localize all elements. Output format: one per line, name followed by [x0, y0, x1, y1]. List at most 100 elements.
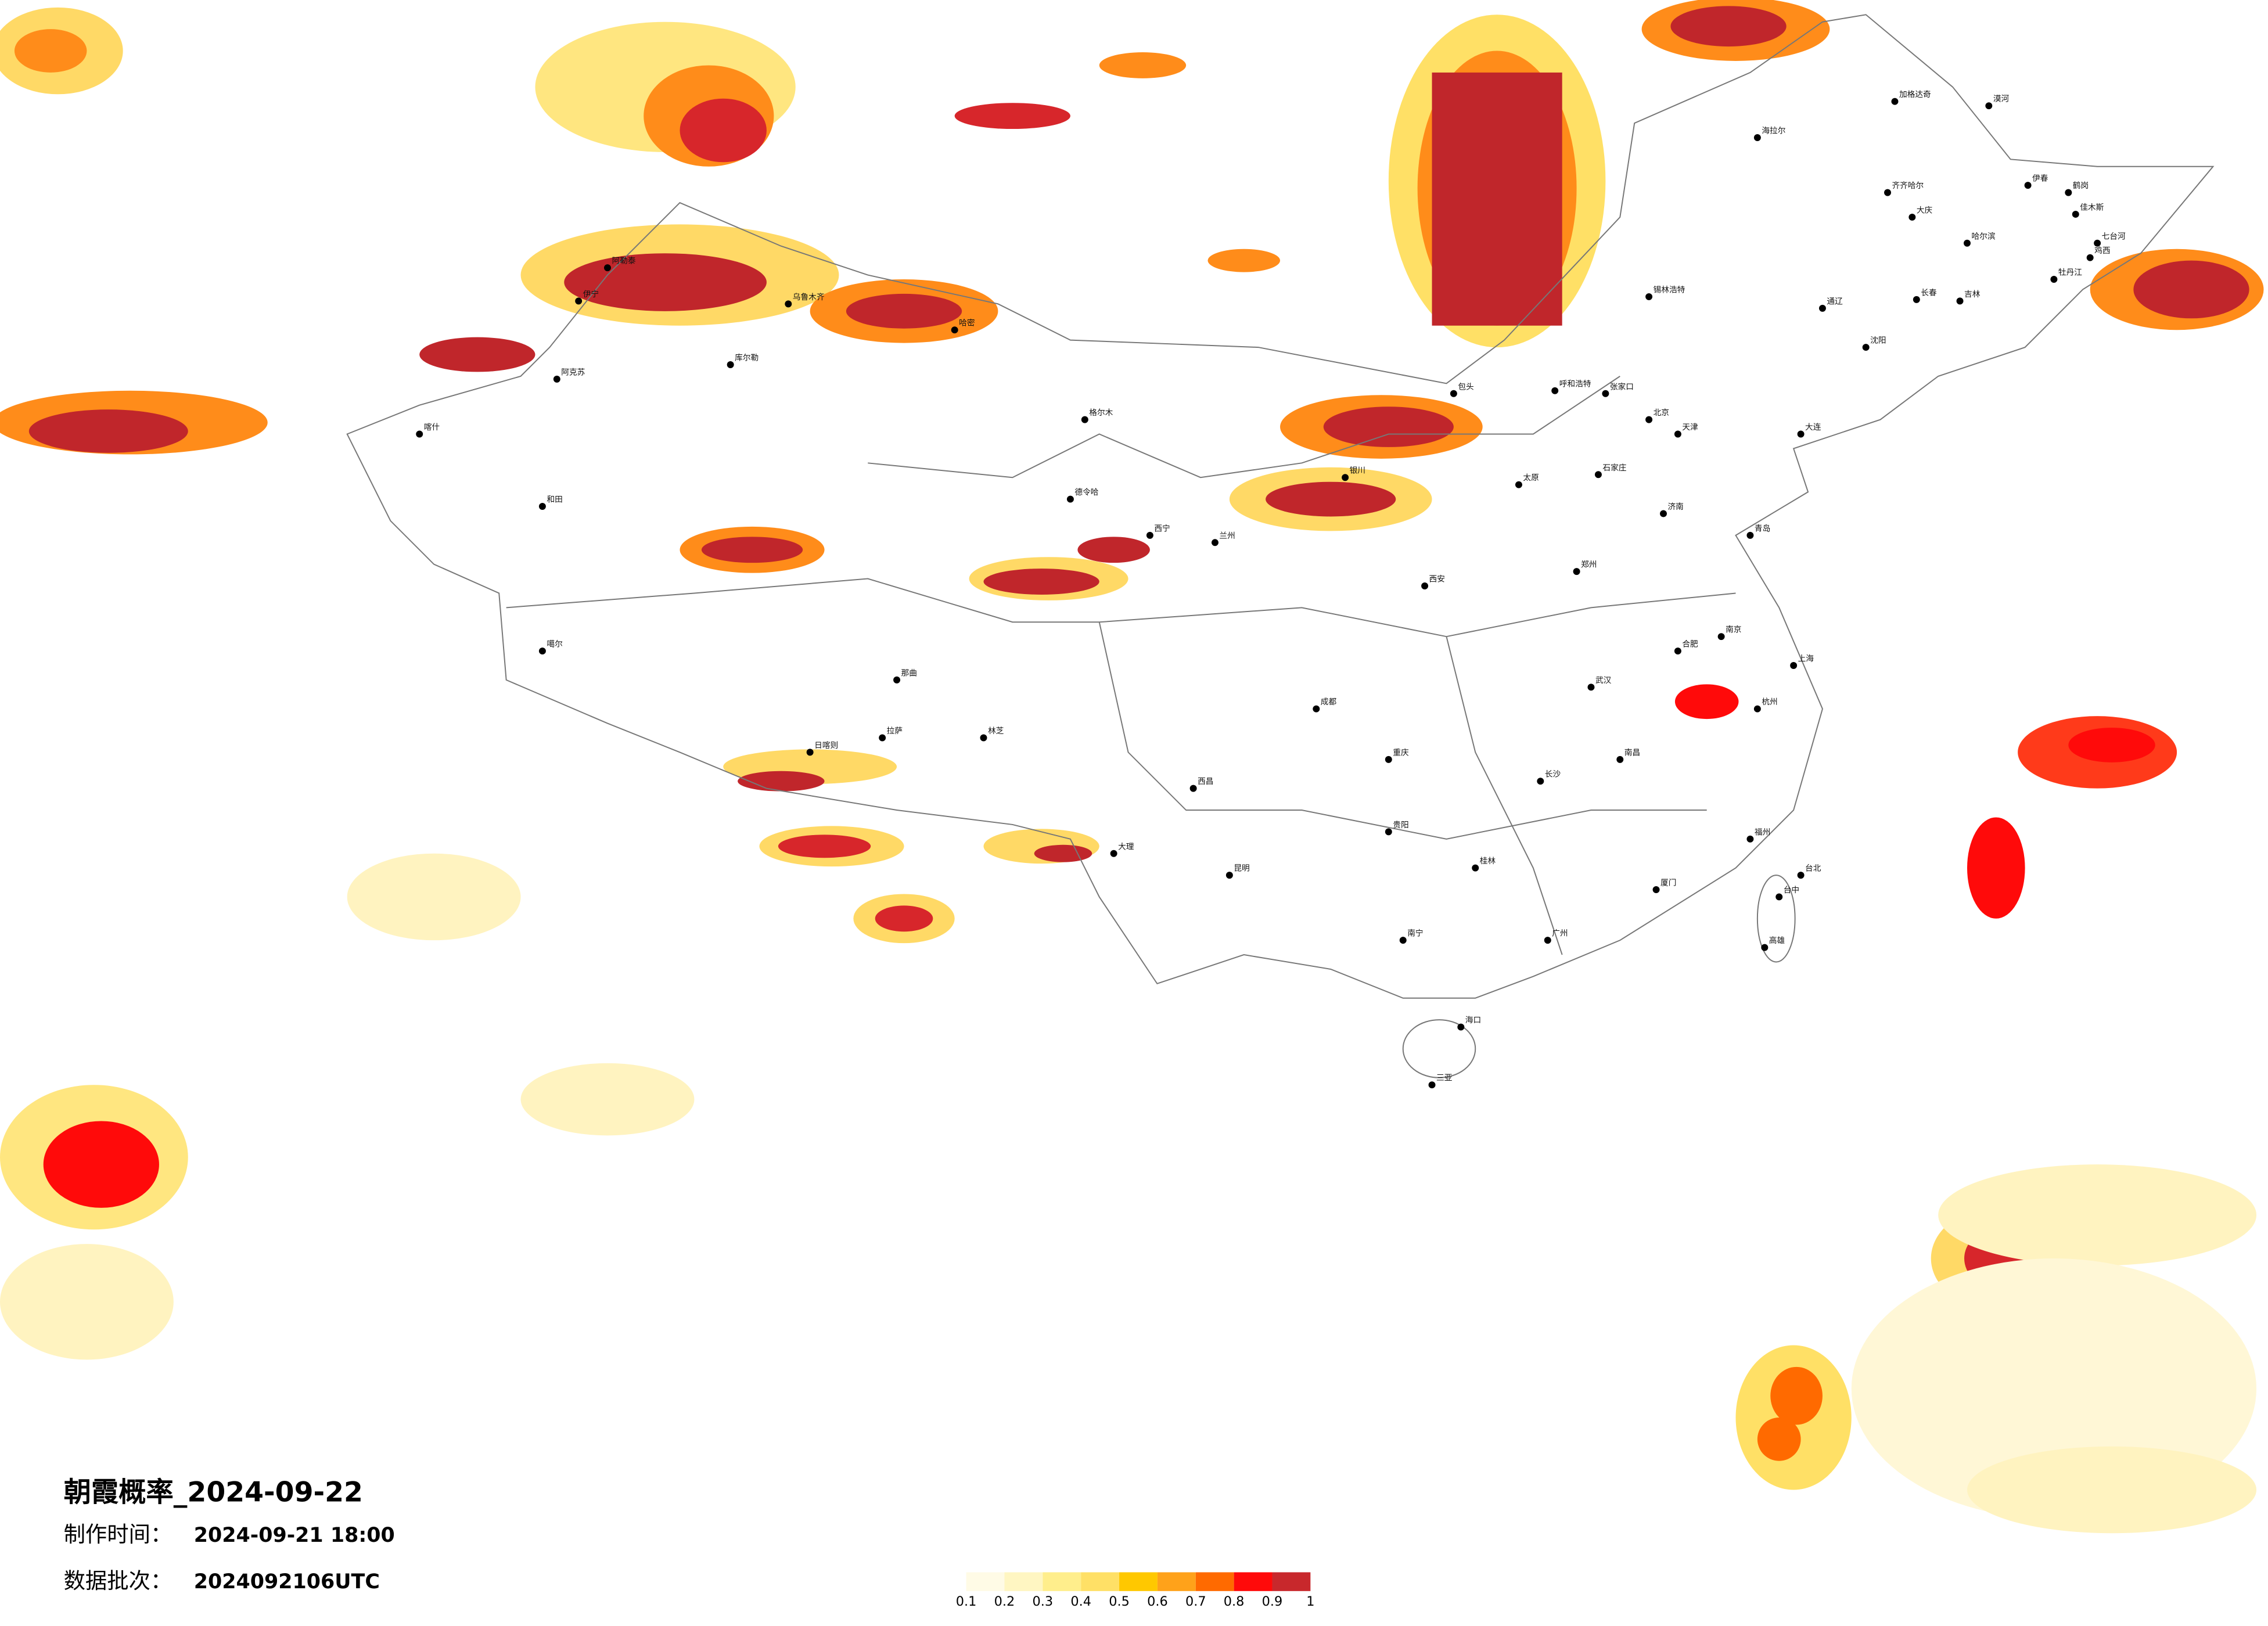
city-label: 重庆: [1393, 748, 1409, 757]
city-label: 阿克苏: [561, 368, 585, 377]
city-label: 广州: [1552, 929, 1568, 938]
colorbar-tick-label: 0.5: [1109, 1594, 1130, 1609]
city-label: 呼和浩特: [1559, 379, 1591, 388]
city-label: 银川: [1350, 466, 1365, 476]
city-dot: [1645, 416, 1653, 423]
city-dot: [2072, 210, 2079, 218]
city-label: 西宁: [1154, 523, 1170, 533]
city-dot: [1753, 134, 1761, 141]
city-label: 噶尔: [547, 640, 563, 649]
city-dot: [1313, 705, 1320, 713]
city-label: 太原: [1523, 473, 1539, 483]
city-dot: [1428, 1081, 1436, 1089]
city-dot: [1573, 568, 1580, 575]
city-dot: [1645, 293, 1653, 300]
city-dot: [1457, 1023, 1465, 1031]
colorbar: 0.1 0.2 0.3 0.4 0.5 0.6 0.7 0.8 0.9 1: [956, 1572, 1314, 1609]
city-label: 石家庄: [1602, 463, 1626, 473]
city-label: 通辽: [1827, 297, 1843, 306]
colorbar-box: [966, 1572, 1005, 1591]
city-label: 长春: [1921, 288, 1937, 297]
city-label: 兰州: [1219, 531, 1235, 541]
city-dot: [1066, 495, 1074, 503]
city-dot: [416, 430, 423, 438]
city-dot: [1602, 390, 1609, 397]
city-dot: [2024, 182, 2032, 189]
city-dot: [1537, 778, 1544, 785]
made-label: 制作时间：: [64, 1521, 172, 1547]
city-label: 七台河: [2102, 232, 2126, 241]
city-label: 漠河: [1993, 95, 2010, 104]
city-dot: [538, 647, 546, 655]
city-dot: [893, 676, 901, 684]
city-dot: [727, 361, 734, 368]
city-dot: [1913, 296, 1920, 303]
city-dot: [1717, 633, 1725, 641]
colorbar-box: [1043, 1572, 1081, 1591]
city-label: 贵阳: [1393, 821, 1408, 830]
city-dot: [806, 749, 814, 756]
colorbar-box: [1195, 1572, 1234, 1591]
city-dot: [1884, 189, 1891, 196]
city-dot: [1385, 756, 1392, 763]
city-label: 北京: [1654, 408, 1669, 418]
probability-field: [0, 0, 2264, 1534]
colorbar-box: [1119, 1572, 1158, 1591]
city-label: 和田: [547, 495, 562, 505]
city-label: 张家口: [1610, 382, 1634, 391]
city-label: 日喀则: [814, 741, 838, 750]
city-label: 吉林: [1964, 290, 1981, 299]
city-label: 伊春: [2032, 174, 2048, 184]
colorbar-tick-label: 0.1: [956, 1594, 977, 1609]
city-dot: [1081, 416, 1088, 423]
city-dot: [1797, 872, 1805, 879]
city-label: 青岛: [1755, 524, 1770, 533]
city-label: 拉萨: [887, 726, 903, 736]
colorbar-tick-label: 1: [1306, 1594, 1314, 1609]
city-label: 郑州: [1581, 560, 1597, 570]
city-dot: [1775, 893, 1783, 901]
city-label: 南宁: [1407, 929, 1423, 938]
city-label: 高雄: [1769, 936, 1785, 945]
city-dot: [538, 503, 546, 510]
city-dot: [2094, 239, 2101, 247]
city-dot: [1385, 828, 1392, 836]
city-label: 阿勒泰: [612, 257, 635, 266]
city-dot: [1746, 531, 1754, 539]
city-label: 昆明: [1234, 864, 1249, 873]
city-dot: [2065, 189, 2072, 196]
colorbar-tick-label: 0.9: [1262, 1594, 1283, 1609]
city-dot: [1674, 647, 1681, 655]
city-label: 加格达奇: [1899, 89, 1931, 99]
city-dot: [575, 297, 583, 305]
city-dot: [1399, 937, 1407, 944]
city-label: 桂林: [1480, 857, 1496, 866]
city-dot: [1587, 684, 1595, 691]
batch-label: 数据批次：: [64, 1568, 172, 1593]
city-dot: [1551, 387, 1559, 394]
city-dot: [1515, 481, 1522, 488]
colorbar-box: [1081, 1572, 1120, 1591]
city-label: 那曲: [901, 668, 917, 678]
city-label: 成都: [1321, 697, 1337, 707]
city-label: 西昌: [1198, 777, 1213, 786]
city-label: 格尔木: [1089, 408, 1113, 418]
colorbar-tick-label: 0.7: [1185, 1594, 1206, 1609]
city-label: 大连: [1805, 423, 1821, 432]
city-dot: [1964, 239, 1971, 247]
city-dot: [1761, 944, 1769, 951]
city-dot: [1746, 835, 1754, 843]
colorbar-box: [1272, 1572, 1311, 1591]
colorbar-tick-label: 0.4: [1070, 1594, 1091, 1609]
colorbar-tick-label: 0.6: [1147, 1594, 1168, 1609]
colorbar-box: [1157, 1572, 1196, 1591]
city-label: 武汉: [1595, 676, 1612, 685]
city-label: 林芝: [988, 726, 1004, 736]
borders: [346, 14, 2215, 1078]
city-label: 牡丹江: [2058, 268, 2082, 278]
city-dot: [980, 734, 987, 742]
city-label: 上海: [1798, 654, 1814, 664]
city-label: 喀什: [424, 423, 440, 432]
city-dot: [1189, 785, 1197, 792]
